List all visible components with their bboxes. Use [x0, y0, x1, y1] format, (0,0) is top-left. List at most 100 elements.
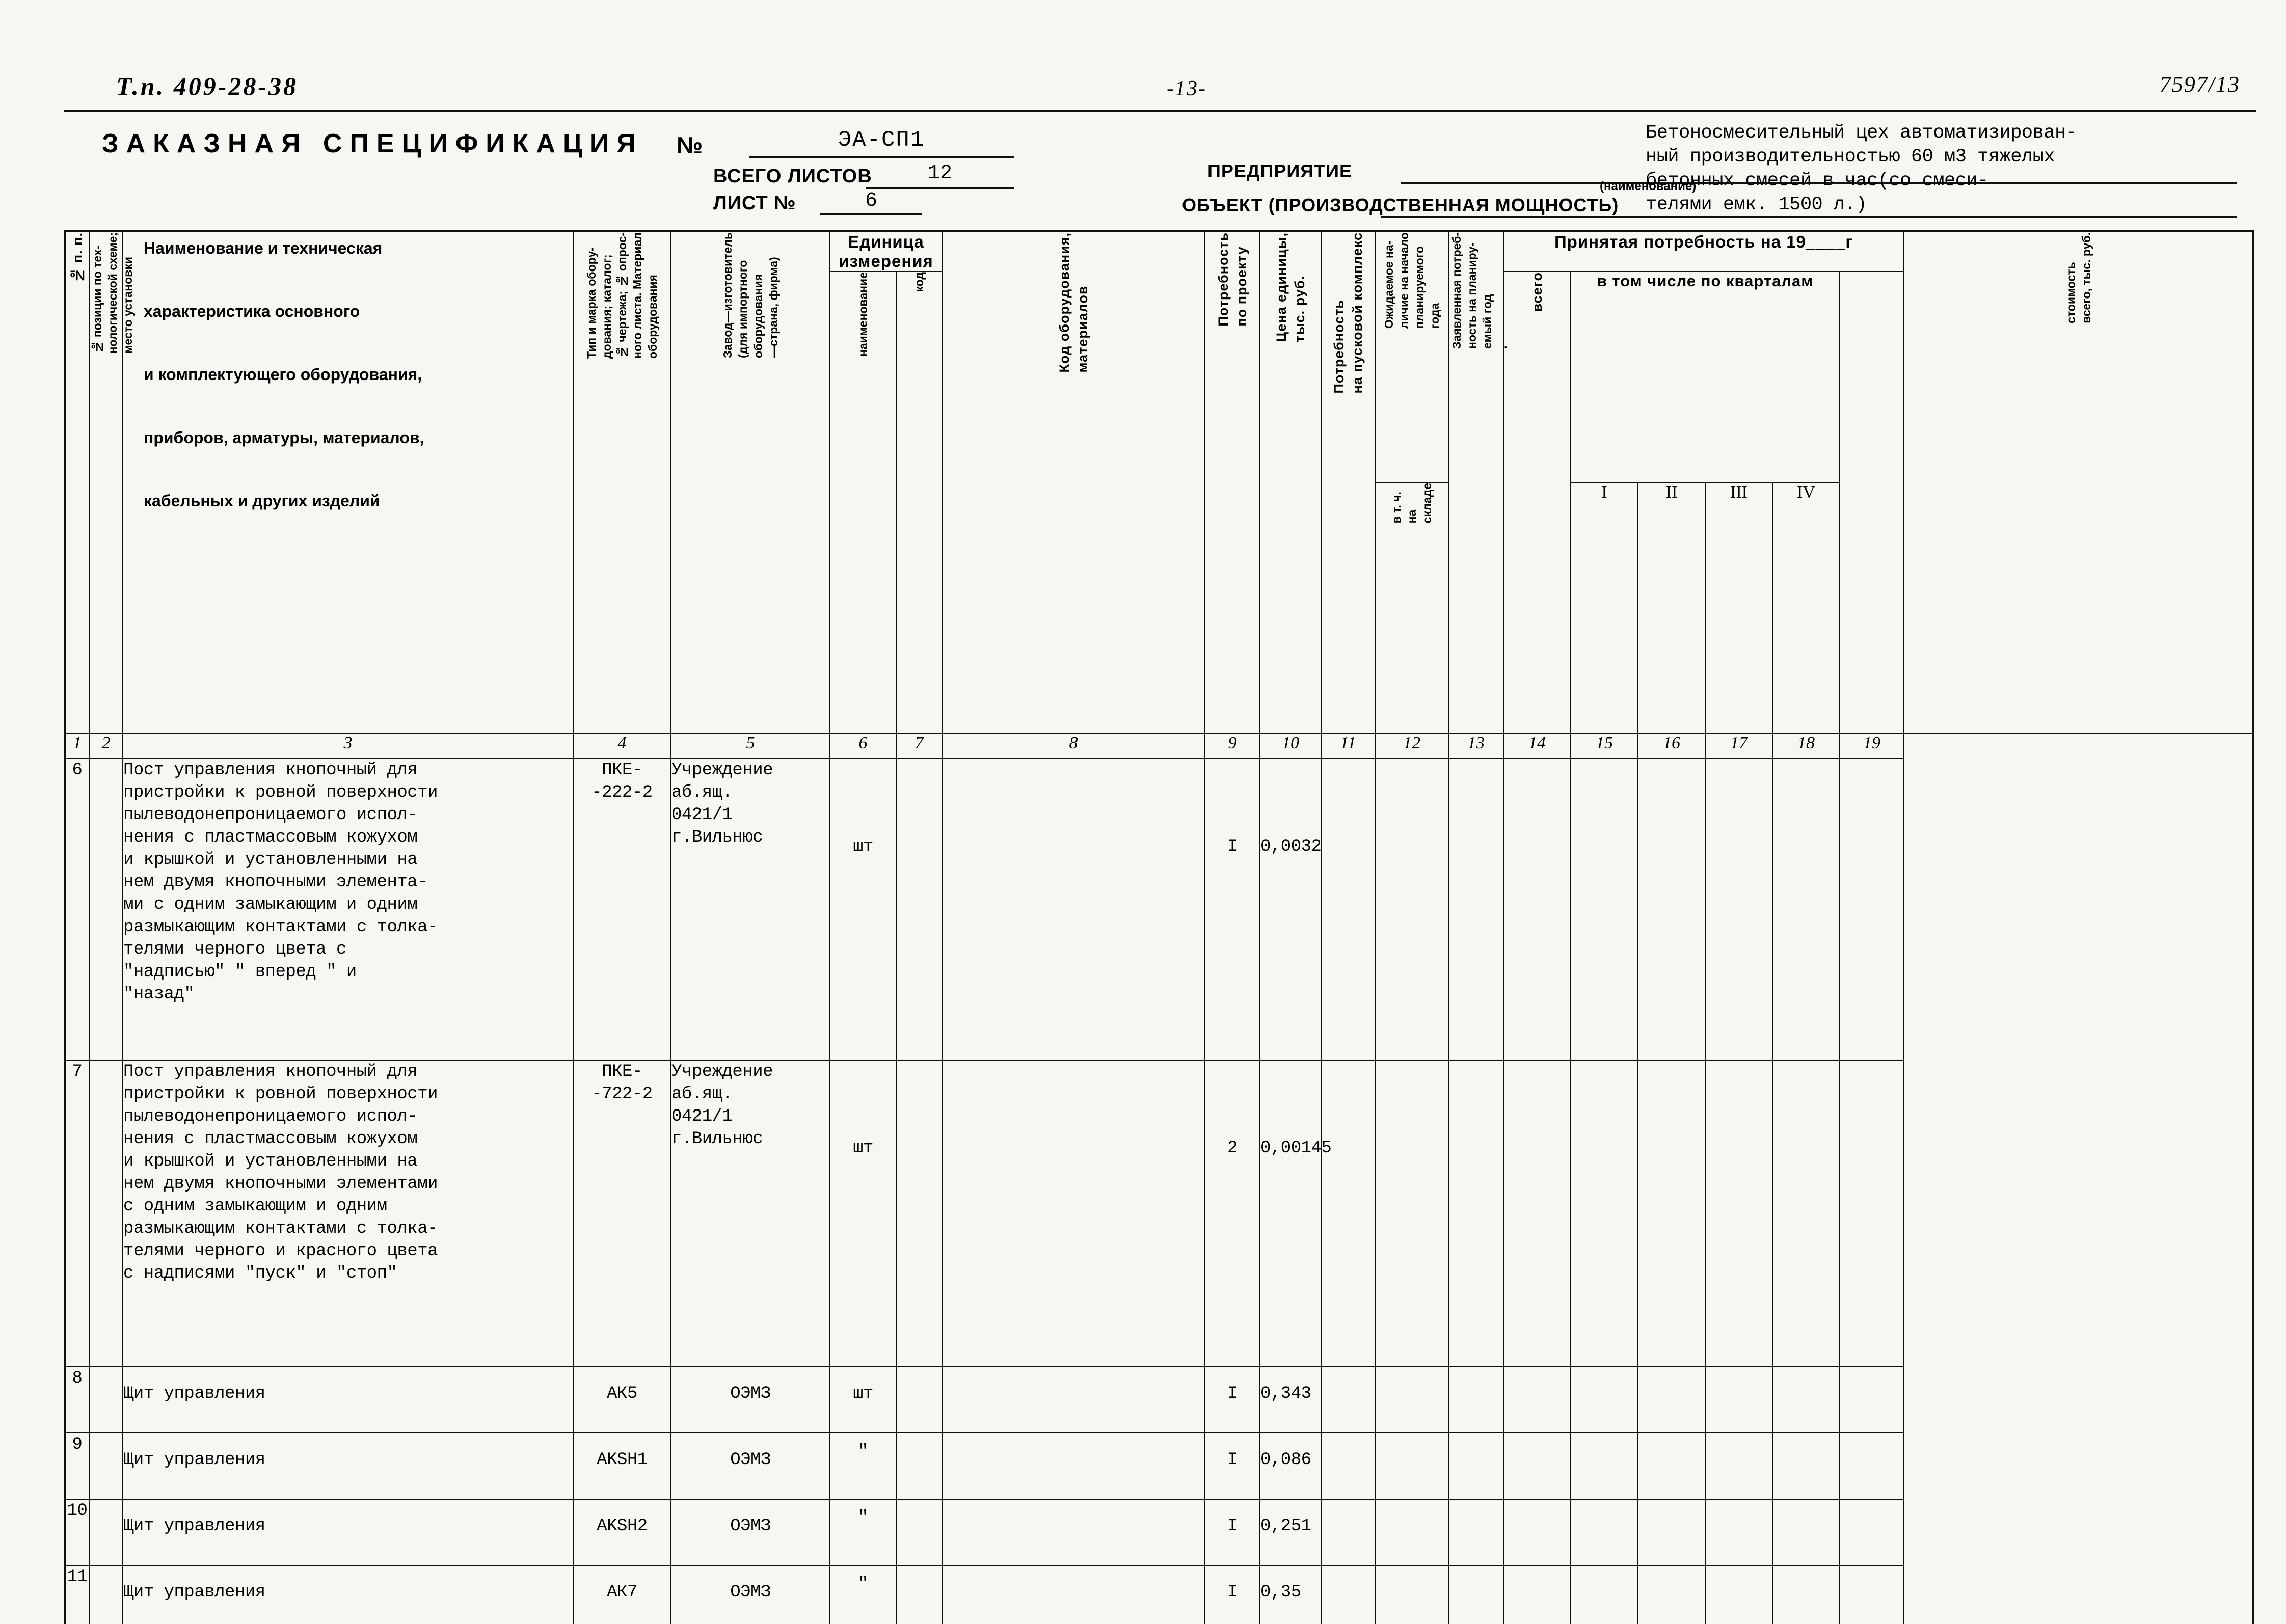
cell-quarter-2	[1637, 1060, 1706, 1367]
cell-declared-requirement	[1448, 1366, 1504, 1433]
cell-description: Пост управления кнопочный для пристройки…	[122, 758, 574, 1061]
cell-unit: шт	[829, 1366, 897, 1433]
cell-item-number: 9	[64, 1432, 90, 1500]
th-quarter-2: II	[1637, 482, 1706, 734]
cell-total-cost	[1839, 758, 1905, 1061]
cell-unit: шт	[829, 758, 897, 1061]
cell-manufacturer: ОЭМЗ	[670, 1366, 830, 1433]
cell-total-cost	[1839, 1499, 1905, 1566]
cell-accepted-total	[1503, 1499, 1571, 1566]
cell-manufacturer: ОЭМЗ	[670, 1432, 830, 1500]
table-row: 7 Пост управления кнопочный для пристрой…	[64, 1060, 2253, 1367]
cell-quarter-3	[1705, 1060, 1773, 1367]
cell-unit-code	[896, 1499, 943, 1566]
cell-expected-stock	[1375, 1432, 1449, 1500]
colnum-6: 6	[829, 733, 897, 759]
cell-accepted-total	[1503, 1366, 1571, 1433]
cell-quarter-1	[1570, 1432, 1638, 1500]
object-description: Бетоносмесительный цех автоматизирован- …	[1646, 122, 2077, 215]
cell-equipment-code	[942, 1060, 1205, 1367]
th-equipment-code: Код оборудования, материалов	[942, 231, 1205, 734]
cell-unit-code	[896, 1366, 943, 1433]
colnum-4: 4	[573, 733, 671, 759]
th-unit-code: код	[896, 271, 943, 734]
cell-quantity: I	[1204, 1499, 1260, 1566]
cell-type: ПКЕ- -222-2	[573, 758, 671, 1061]
table-row: 11 Щит управления АК7 ОЭМЗ " I 0,35	[64, 1565, 2253, 1624]
cell-accepted-total	[1503, 758, 1571, 1061]
typical-project-code: Т.п. 409-28-38	[116, 72, 299, 100]
th-expected-stock: Ожидаемое на- личие на начало планируемо…	[1375, 231, 1449, 483]
cell-description: Щит управления	[122, 1499, 574, 1566]
colnum-14: 14	[1503, 733, 1571, 759]
cell-quarter-3	[1705, 758, 1773, 1061]
th-total-cost: стоимость всего, тыс. руб.	[1903, 231, 2254, 734]
cell-quarter-2	[1637, 1432, 1706, 1500]
cell-startup-requirement	[1321, 1432, 1376, 1500]
cell-quarter-2	[1637, 1366, 1706, 1433]
cell-quarter-4	[1772, 1565, 1840, 1624]
cell-accepted-total	[1503, 1060, 1571, 1367]
th-accepted-requirement-group: Принятая потребность на 19____г	[1502, 231, 1905, 272]
cell-accepted-total	[1503, 1565, 1571, 1624]
sheet-number-label: ЛИСТ №	[713, 193, 796, 214]
cell-total-cost	[1839, 1366, 1905, 1433]
th-project-requirement: Потребность по проекту	[1204, 231, 1260, 734]
cell-declared-requirement	[1448, 1565, 1504, 1624]
th-quarters-group: в том числе по кварталам	[1570, 271, 1840, 483]
cell-quantity: 2	[1204, 1060, 1260, 1367]
cell-quantity: I	[1204, 758, 1260, 1061]
order-specification-table: № п. п. № позиции по тех- нологической с…	[64, 230, 2254, 1624]
enterprise-rule	[1401, 182, 2237, 184]
cell-equipment-code	[942, 1366, 1205, 1433]
cell-scheme-position	[89, 758, 123, 1061]
cell-unit-price: 0,251	[1259, 1499, 1322, 1566]
sheets-total-label: ВСЕГО ЛИСТОВ	[713, 166, 872, 187]
colnum-1: 1	[64, 733, 90, 759]
th-scheme-position: № позиции по тех- нологической схеме; ме…	[89, 231, 135, 734]
cell-item-number: 6	[64, 758, 90, 1061]
cell-quarter-1	[1570, 758, 1638, 1061]
cell-quantity: I	[1204, 1565, 1260, 1624]
th-quarter-1: I	[1570, 482, 1638, 734]
sheet-number-value: 6	[820, 190, 922, 215]
document-number: 7597/13	[2159, 72, 2240, 97]
cell-unit-code	[896, 1565, 943, 1624]
table-row: 8 Щит управления АК5 ОЭМЗ шт I 0,343	[64, 1366, 2253, 1433]
cell-total-cost	[1839, 1432, 1905, 1500]
cell-expected-stock	[1375, 1499, 1449, 1566]
page-number: -13-	[1167, 77, 1206, 100]
cell-item-number: 8	[64, 1366, 90, 1433]
th-quarter-4: IV	[1772, 482, 1840, 734]
colnum-11: 11	[1321, 733, 1376, 759]
colnum-13: 13	[1448, 733, 1504, 759]
cell-total-cost	[1839, 1060, 1905, 1367]
colnum-17: 17	[1705, 733, 1773, 759]
cell-scheme-position	[89, 1432, 123, 1500]
cell-manufacturer: Учреждение аб.ящ. 0421/1 г.Вильнюс	[670, 758, 830, 1061]
cell-declared-requirement	[1448, 1432, 1504, 1500]
table-header-row-2: наименование код всего в том числе по кв…	[65, 271, 2253, 734]
cell-scheme-position	[89, 1499, 123, 1566]
th-declared-requirement: Заявленная потреб- ность на планиру- емы…	[1448, 231, 1509, 734]
cell-quarter-2	[1637, 1499, 1706, 1566]
cell-item-number: 10	[64, 1499, 90, 1566]
cell-declared-requirement	[1448, 1499, 1504, 1566]
cell-unit: "	[829, 1565, 897, 1624]
cell-startup-requirement	[1321, 1060, 1376, 1367]
cell-quarter-3	[1705, 1565, 1773, 1624]
cell-item-number: 11	[64, 1565, 90, 1624]
specification-title: ЗАКАЗНАЯ СПЕЦИФИКАЦИЯ	[102, 129, 643, 158]
cell-manufacturer: ОЭМЗ	[670, 1499, 830, 1566]
cell-expected-stock	[1375, 1060, 1449, 1367]
cell-quarter-1	[1570, 1565, 1638, 1624]
naimenovanie-note: (наименование)	[1600, 179, 1697, 193]
colnum-8: 8	[942, 733, 1205, 759]
cell-startup-requirement	[1321, 1366, 1376, 1433]
cell-unit: "	[829, 1499, 897, 1566]
cell-quarter-3	[1705, 1432, 1773, 1500]
cell-equipment-code	[942, 1499, 1205, 1566]
cell-quantity: I	[1204, 1366, 1260, 1433]
specification-number-value: ЭА-СП1	[749, 127, 1014, 158]
th-expected-in-warehouse: в т. ч. на складе	[1375, 482, 1449, 734]
